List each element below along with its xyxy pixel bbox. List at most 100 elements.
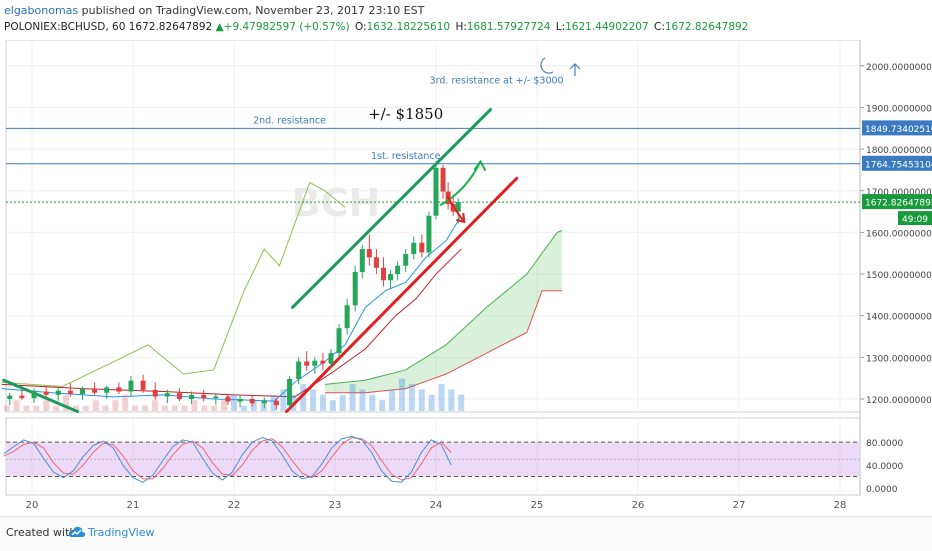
volume-bar: [310, 389, 317, 411]
candle-body: [380, 267, 386, 281]
x-tick-label: 27: [733, 500, 746, 511]
volume-bar: [300, 384, 307, 411]
x-tick-label: 23: [329, 500, 342, 511]
countdown-label: 49:09: [902, 215, 928, 225]
candle-body: [55, 390, 61, 395]
candle-body: [92, 389, 98, 393]
y-tick-label: 1200.00000000: [866, 396, 932, 406]
candle-body: [388, 274, 394, 281]
green-arrow-head: [473, 159, 487, 172]
annotation-0: 2nd. resistance: [253, 115, 326, 126]
volume-bar: [43, 400, 50, 411]
volume-bar: [359, 389, 366, 411]
y-tick-label: 1600.00000000: [866, 229, 932, 239]
price-chart[interactable]: 20 21 22 23 24 25 26 27 28 2000.00000000 1900.0000…: [0, 40, 932, 516]
annotation-1: +/- $1850: [368, 105, 443, 123]
footer: Created with TradingView: [0, 516, 932, 551]
price-label-box: [862, 155, 932, 171]
volume-bar: [191, 400, 198, 411]
candle-body: [128, 380, 134, 392]
candle-body: [433, 167, 439, 216]
candle-body: [411, 242, 417, 255]
up-arrow-icon: [569, 63, 581, 76]
y-tick-label: 1500.00000000: [866, 271, 932, 281]
candle-body: [237, 399, 243, 402]
volume-bar: [369, 394, 376, 411]
stoch-d-line: [3, 437, 452, 481]
ichimoku-base-line: [1, 248, 462, 398]
candle-body: [7, 395, 13, 399]
volume-bar: [151, 400, 158, 411]
x-tick-label: 20: [26, 500, 39, 511]
volume-bar: [92, 400, 99, 411]
close-label: C:: [653, 21, 665, 33]
candle-body: [116, 387, 122, 392]
candle-body: [80, 389, 85, 395]
ichimoku-span-a: [324, 229, 563, 385]
y-tick-label: 1700.00000000: [866, 188, 932, 198]
candle-body: [201, 394, 207, 399]
candle-body: [304, 361, 310, 366]
candle-body: [249, 399, 255, 404]
y-tick-label: 1300.00000000: [866, 354, 932, 364]
x-tick-label: 24: [430, 500, 443, 511]
candle-body: [312, 360, 318, 366]
candle-body: [403, 254, 409, 266]
created-with-text: Created with: [6, 526, 77, 539]
volume-bar: [221, 400, 228, 411]
watermark: BCH: [292, 181, 381, 225]
candle-body: [152, 389, 158, 397]
candle-body: [352, 271, 358, 306]
candle-body: [43, 391, 49, 395]
ichimoku-span-b: [324, 290, 563, 394]
price-label-0: 1849.73402510: [865, 125, 932, 135]
candle-body: [67, 390, 73, 395]
x-tick-label: 28: [834, 500, 847, 511]
x-tick-label: 21: [127, 500, 140, 511]
price-label-1: 1764.75453104: [865, 160, 932, 170]
osc-tick-label: 0.0000: [866, 485, 898, 495]
volume-bar: [112, 400, 119, 411]
candle-body: [359, 249, 365, 272]
volume-bar: [23, 405, 30, 411]
volume-bar: [329, 400, 336, 411]
candle-body: [261, 400, 267, 404]
volume-bar: [408, 384, 415, 411]
candle-body: [366, 249, 372, 258]
ichimoku-lagging-span: [1, 181, 346, 388]
candle-body: [373, 257, 379, 268]
candle-body: [395, 265, 401, 275]
open-label: O:: [354, 21, 367, 33]
trendline-lower-channel: [285, 176, 519, 413]
symbol-label: POLONIEX:BCHUSD, 60: [4, 21, 126, 33]
tradingview-link[interactable]: TradingView: [88, 526, 155, 539]
open-value: 1632.18225610: [366, 21, 451, 33]
volume-bar: [428, 394, 435, 411]
price-label-2: 1672.82647892: [865, 199, 932, 209]
y-tick-label: 1400.00000000: [866, 313, 932, 323]
volume-bar: [398, 378, 405, 411]
x-tick-label: 22: [228, 500, 241, 511]
price-label-box: [862, 194, 932, 210]
tradingview-cloud-icon: [68, 526, 86, 537]
volume-bar: [438, 384, 445, 411]
stoch-k-line: [3, 435, 452, 483]
volume-bar: [389, 389, 396, 411]
candle-body: [419, 242, 425, 253]
volume-bar: [82, 405, 89, 411]
up-triangle-icon: ▲: [215, 21, 224, 33]
moon-icon: [540, 57, 554, 74]
high-value: 1681.57927724: [466, 21, 551, 33]
volume-bar: [211, 405, 218, 411]
candle-body: [140, 380, 146, 390]
candle-body: [296, 361, 302, 380]
annotation-2: 1st. resistance: [371, 151, 441, 162]
price-label-box: [862, 120, 932, 136]
ichimoku-cloud: [324, 230, 563, 393]
y-tick-label: 1900.00000000: [866, 104, 932, 114]
candle-body: [450, 204, 456, 212]
author-link[interactable]: elgabonomas: [4, 4, 79, 17]
high-label: H:: [455, 21, 467, 33]
volume-bar: [63, 394, 70, 411]
volume-bar: [132, 405, 139, 411]
